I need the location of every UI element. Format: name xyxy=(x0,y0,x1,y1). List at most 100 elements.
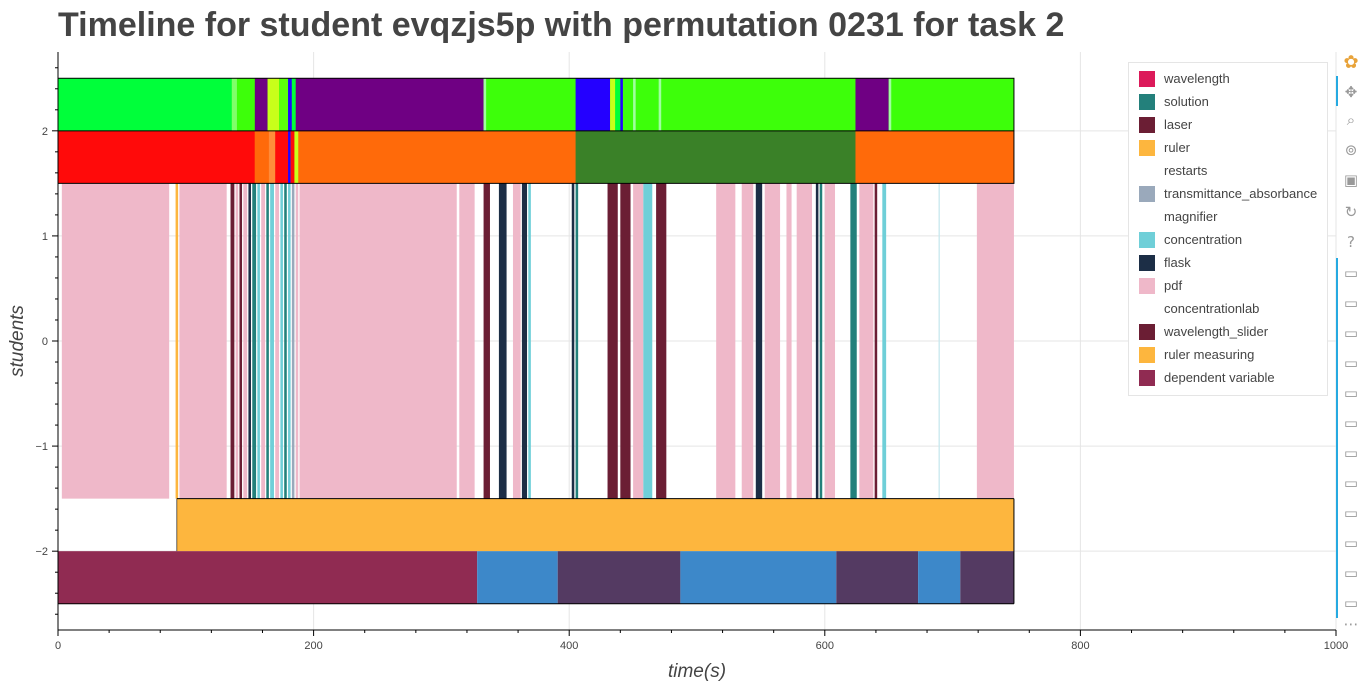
timeline-segment[interactable] xyxy=(607,183,618,499)
timeline-segment[interactable] xyxy=(270,183,274,499)
timeline-segment[interactable] xyxy=(610,78,616,131)
hover-tool-icon[interactable]: ▭ xyxy=(1343,594,1359,612)
timeline-segment[interactable] xyxy=(290,130,295,184)
timeline-segment[interactable] xyxy=(633,78,636,131)
legend-item[interactable]: wavelength xyxy=(1129,67,1327,90)
timeline-segment[interactable] xyxy=(477,551,558,604)
timeline-segment[interactable] xyxy=(288,130,291,184)
timeline-segment[interactable] xyxy=(295,183,299,499)
timeline-segment[interactable] xyxy=(643,183,653,499)
bokeh-logo-icon[interactable]: ✿ xyxy=(1343,51,1359,73)
legend-item[interactable]: solution xyxy=(1129,90,1327,113)
timeline-segment[interactable] xyxy=(267,78,280,131)
legend-item[interactable]: wavelength_slider xyxy=(1129,320,1327,343)
legend-item[interactable]: concentration xyxy=(1129,228,1327,251)
timeline-segment[interactable] xyxy=(254,130,269,184)
timeline-segment[interactable] xyxy=(620,78,623,131)
timeline-segment[interactable] xyxy=(615,78,621,131)
timeline-segment[interactable] xyxy=(620,183,631,499)
timeline-segment[interactable] xyxy=(633,183,644,499)
timeline-segment[interactable] xyxy=(859,183,874,499)
timeline-segment[interactable] xyxy=(268,130,276,184)
timeline-segment[interactable] xyxy=(796,183,813,499)
hover-tool-icon[interactable]: ▭ xyxy=(1343,504,1359,522)
legend-item[interactable]: pdf xyxy=(1129,274,1327,297)
timeline-segment[interactable] xyxy=(239,183,243,499)
timeline-segment[interactable] xyxy=(266,183,269,499)
pan-tool-icon[interactable]: ✥ xyxy=(1344,83,1358,101)
timeline-segment[interactable] xyxy=(179,183,227,499)
legend-item[interactable]: flask xyxy=(1129,251,1327,274)
hover-tool-icon[interactable]: ▭ xyxy=(1343,384,1359,402)
box-zoom-tool-icon[interactable]: ⌕ xyxy=(1346,111,1356,129)
timeline-segment[interactable] xyxy=(230,183,235,499)
timeline-segment[interactable] xyxy=(824,183,836,499)
timeline-segment[interactable] xyxy=(836,551,919,604)
hover-tool-icon[interactable]: ▭ xyxy=(1343,264,1359,282)
timeline-segment[interactable] xyxy=(243,183,248,499)
timeline-segment[interactable] xyxy=(716,183,736,499)
timeline-segment[interactable] xyxy=(938,183,940,499)
timeline-segment[interactable] xyxy=(882,183,887,499)
timeline-segment[interactable] xyxy=(656,183,667,499)
timeline-segment[interactable] xyxy=(571,183,575,499)
timeline-segment[interactable] xyxy=(280,183,283,499)
save-tool-icon[interactable]: ▣ xyxy=(1343,171,1359,189)
timeline-segment[interactable] xyxy=(960,551,1014,604)
hover-tool-icon[interactable]: ▭ xyxy=(1343,564,1359,582)
legend-item[interactable]: transmittance_absorbance xyxy=(1129,182,1327,205)
timeline-segment[interactable] xyxy=(557,551,681,604)
hover-tool-icon[interactable]: ▭ xyxy=(1343,324,1359,342)
legend-item[interactable]: restarts xyxy=(1129,159,1327,182)
timeline-segment[interactable] xyxy=(850,183,857,499)
timeline-segment[interactable] xyxy=(291,78,296,131)
reset-tool-icon[interactable]: ↻ xyxy=(1344,203,1358,221)
hover-tool-icon[interactable]: ▭ xyxy=(1343,294,1359,312)
timeline-segment[interactable] xyxy=(291,183,295,499)
legend-item[interactable]: dependent variable xyxy=(1129,366,1327,389)
timeline-segment[interactable] xyxy=(976,183,1014,499)
help-tool-icon[interactable]: ? xyxy=(1347,233,1355,251)
timeline-segment[interactable] xyxy=(815,183,819,499)
timeline-segment[interactable] xyxy=(279,78,289,131)
timeline-segment[interactable] xyxy=(575,130,856,184)
timeline-segment[interactable] xyxy=(58,130,255,184)
timeline-segment[interactable] xyxy=(575,78,611,131)
legend-item[interactable]: ruler xyxy=(1129,136,1327,159)
more-tools-icon[interactable]: ⋯ xyxy=(1343,615,1359,633)
timeline-segment[interactable] xyxy=(231,78,237,131)
timeline-segment[interactable] xyxy=(786,183,792,499)
timeline-segment[interactable] xyxy=(257,183,260,499)
timeline-segment[interactable] xyxy=(248,183,251,499)
legend-item[interactable]: laser xyxy=(1129,113,1327,136)
timeline-segment[interactable] xyxy=(252,183,257,499)
timeline-segment[interactable] xyxy=(888,78,892,131)
timeline-segment[interactable] xyxy=(288,78,292,131)
timeline-segment[interactable] xyxy=(261,183,266,499)
timeline-segment[interactable] xyxy=(175,183,179,499)
hover-tool-icon[interactable]: ▭ xyxy=(1343,354,1359,372)
timeline-segment[interactable] xyxy=(521,183,528,499)
timeline-segment[interactable] xyxy=(680,551,837,604)
timeline-segment[interactable] xyxy=(459,183,475,499)
timeline-segment[interactable] xyxy=(275,130,289,184)
timeline-segment[interactable] xyxy=(58,78,232,131)
hover-tool-icon[interactable]: ▭ xyxy=(1343,444,1359,462)
timeline-segment[interactable] xyxy=(498,183,507,499)
wheel-zoom-tool-icon[interactable]: ⊚ xyxy=(1344,141,1358,159)
timeline-segment[interactable] xyxy=(61,183,170,499)
timeline-segment[interactable] xyxy=(254,78,268,131)
legend-item[interactable]: concentrationlab xyxy=(1129,297,1327,320)
hover-tool-icon[interactable]: ▭ xyxy=(1343,414,1359,432)
timeline-segment[interactable] xyxy=(58,551,478,604)
legend-item[interactable]: magnifier xyxy=(1129,205,1327,228)
timeline-segment[interactable] xyxy=(176,498,1014,552)
timeline-segment[interactable] xyxy=(764,183,781,499)
legend-item[interactable]: ruler measuring xyxy=(1129,343,1327,366)
timeline-segment[interactable] xyxy=(819,183,823,499)
timeline-segment[interactable] xyxy=(295,78,484,131)
timeline-segment[interactable] xyxy=(512,183,521,499)
timeline-segment[interactable] xyxy=(658,78,662,131)
timeline-segment[interactable] xyxy=(299,183,457,499)
